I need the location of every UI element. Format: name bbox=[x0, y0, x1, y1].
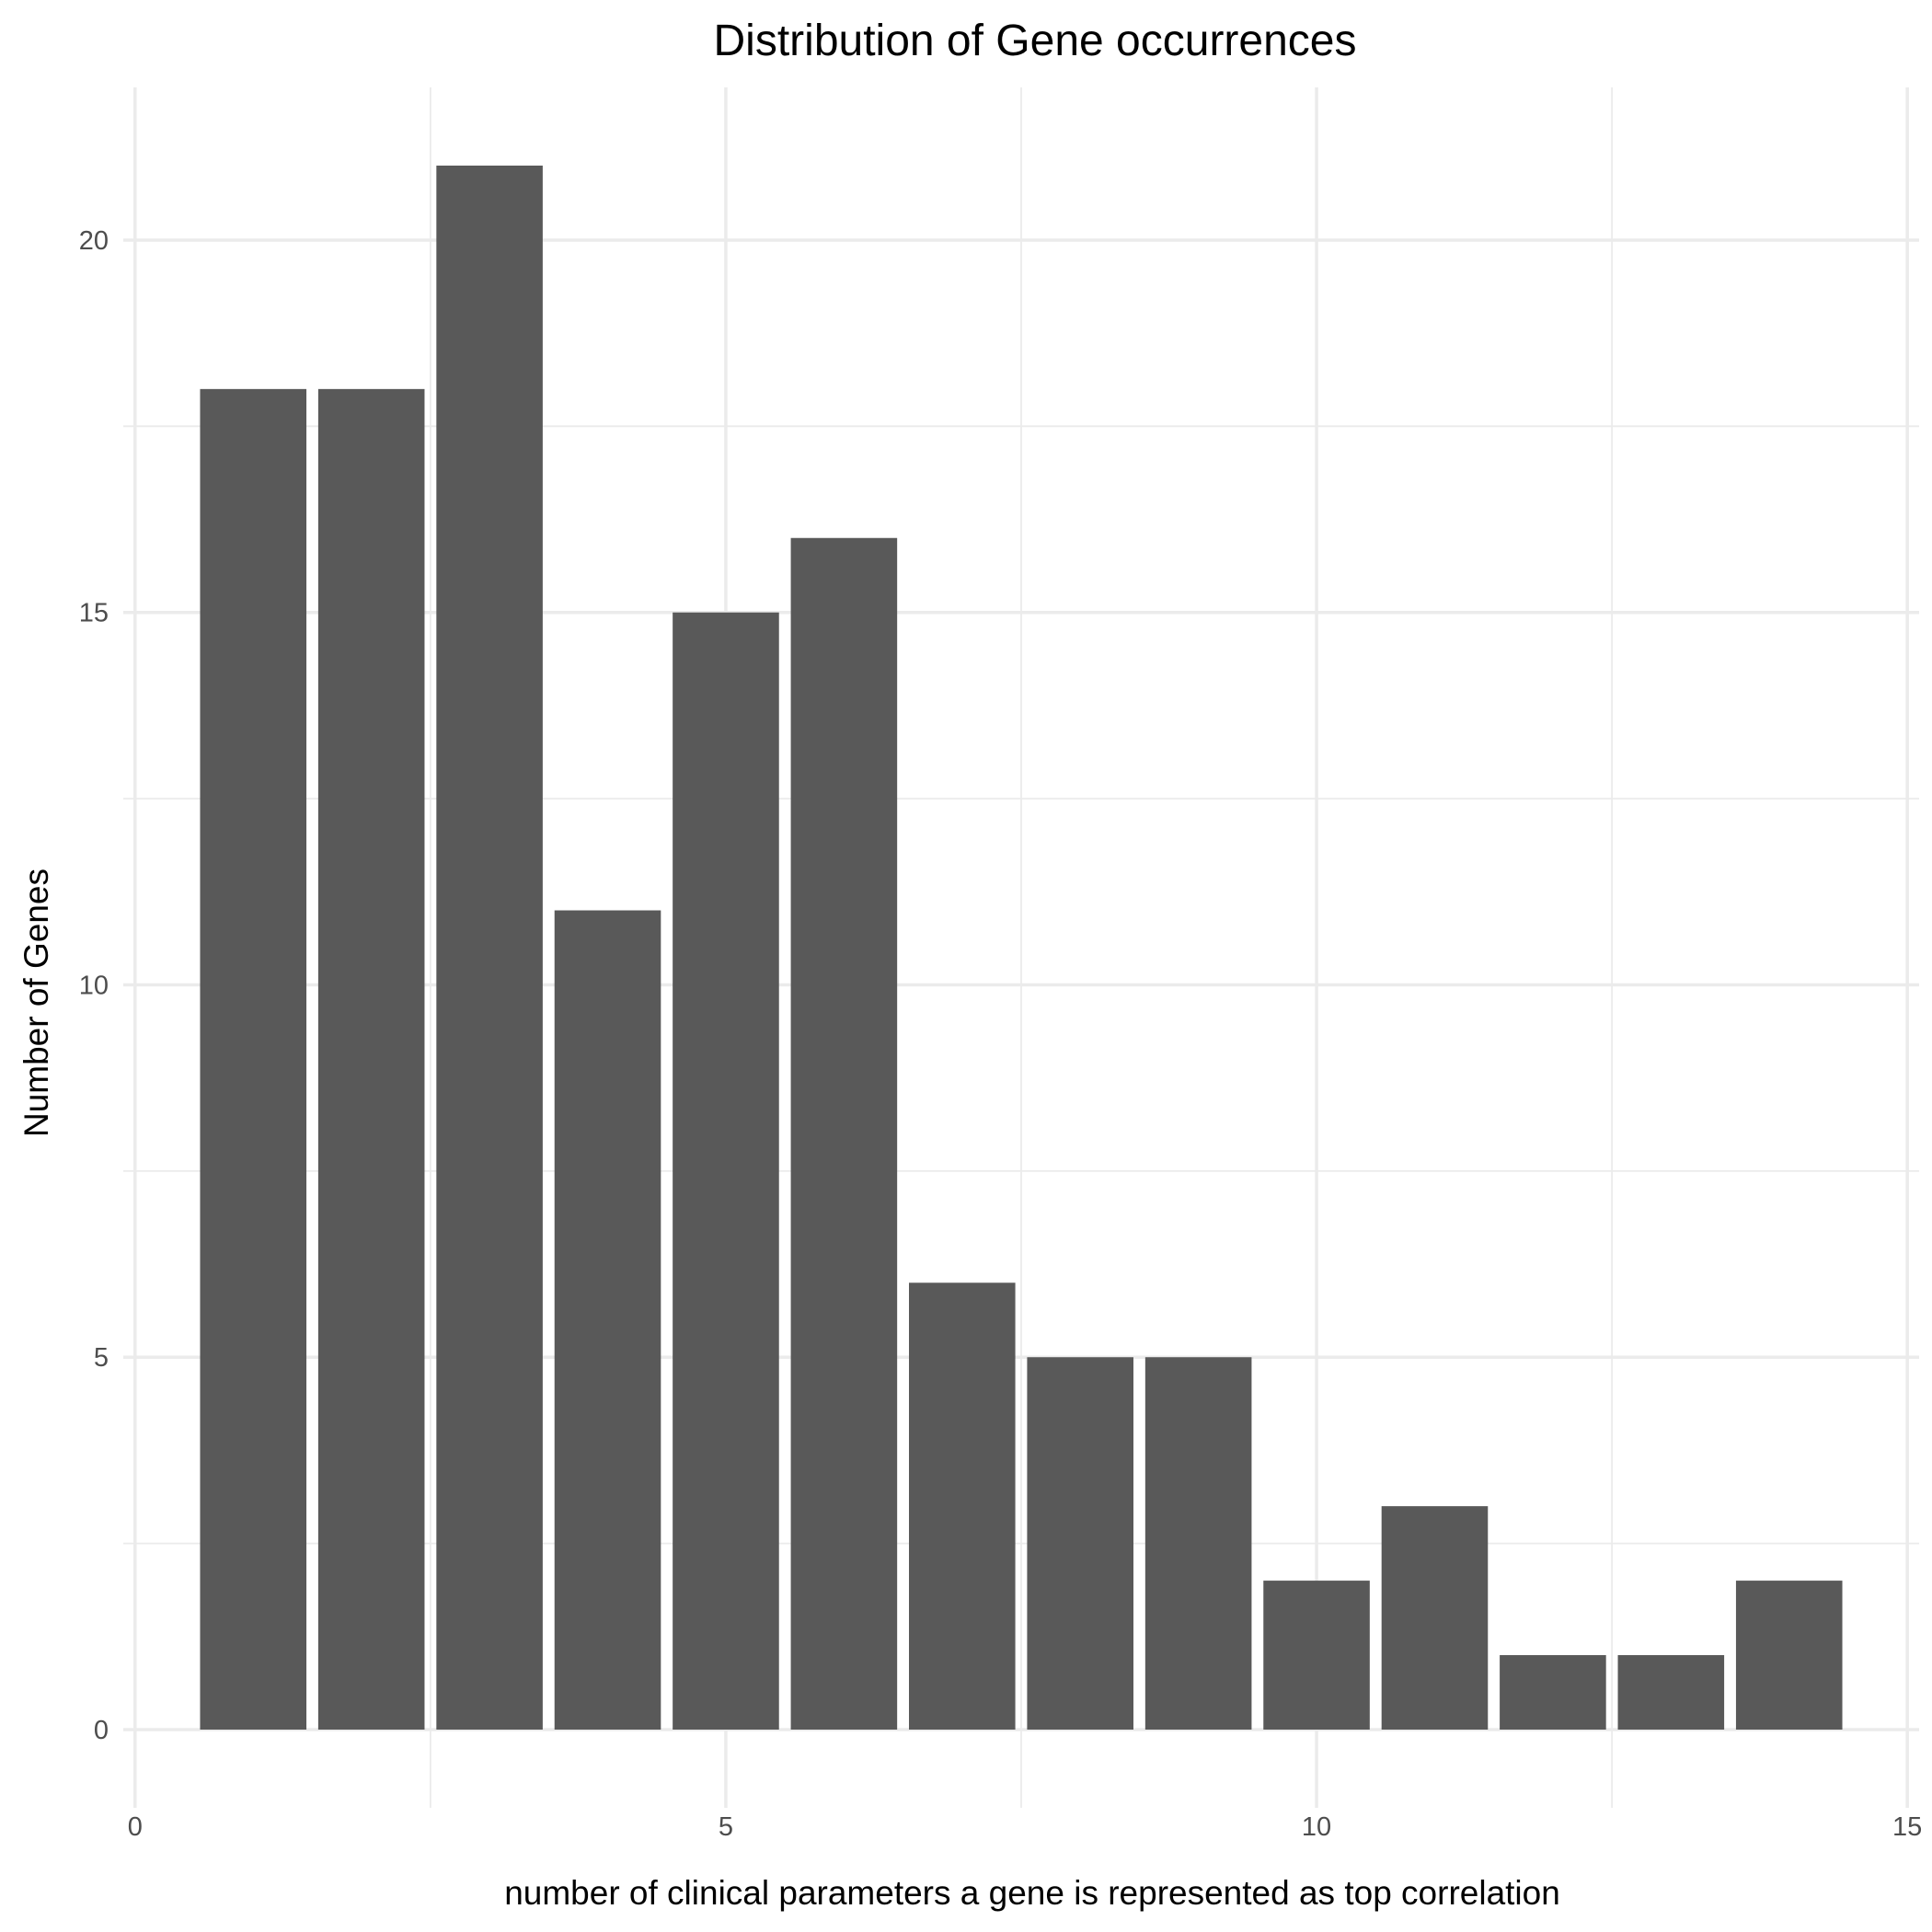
bars bbox=[200, 166, 1843, 1730]
bar bbox=[1263, 1581, 1370, 1730]
chart-title: Distribution of Gene occurrences bbox=[714, 17, 1357, 65]
x-axis-title: number of clinical parameters a gene is … bbox=[504, 1874, 1560, 1912]
bar bbox=[1381, 1506, 1489, 1730]
bar bbox=[554, 910, 661, 1730]
y-axis-title: Number of Genes bbox=[17, 868, 55, 1137]
x-tick-label: 5 bbox=[719, 1812, 733, 1842]
bar bbox=[673, 612, 779, 1730]
bar bbox=[790, 537, 898, 1730]
bar bbox=[909, 1282, 1016, 1730]
bar bbox=[317, 388, 425, 1730]
bar bbox=[436, 166, 543, 1730]
y-tick-label: 10 bbox=[79, 971, 109, 1000]
x-tick-label: 15 bbox=[1892, 1812, 1922, 1842]
bar bbox=[1735, 1581, 1843, 1730]
tick-labels: 0 5 10 15 0 5 10 15 20 bbox=[79, 226, 1923, 1842]
y-tick-label: 15 bbox=[79, 599, 109, 628]
y-tick-label: 0 bbox=[94, 1716, 109, 1745]
x-tick-label: 0 bbox=[128, 1812, 143, 1842]
y-tick-label: 5 bbox=[94, 1343, 109, 1373]
bar bbox=[1500, 1655, 1606, 1730]
bar bbox=[200, 388, 307, 1730]
x-tick-label: 10 bbox=[1302, 1812, 1331, 1842]
bar bbox=[1144, 1357, 1252, 1730]
bar bbox=[1617, 1655, 1725, 1730]
bar bbox=[1027, 1357, 1133, 1730]
y-tick-label: 20 bbox=[79, 226, 109, 256]
